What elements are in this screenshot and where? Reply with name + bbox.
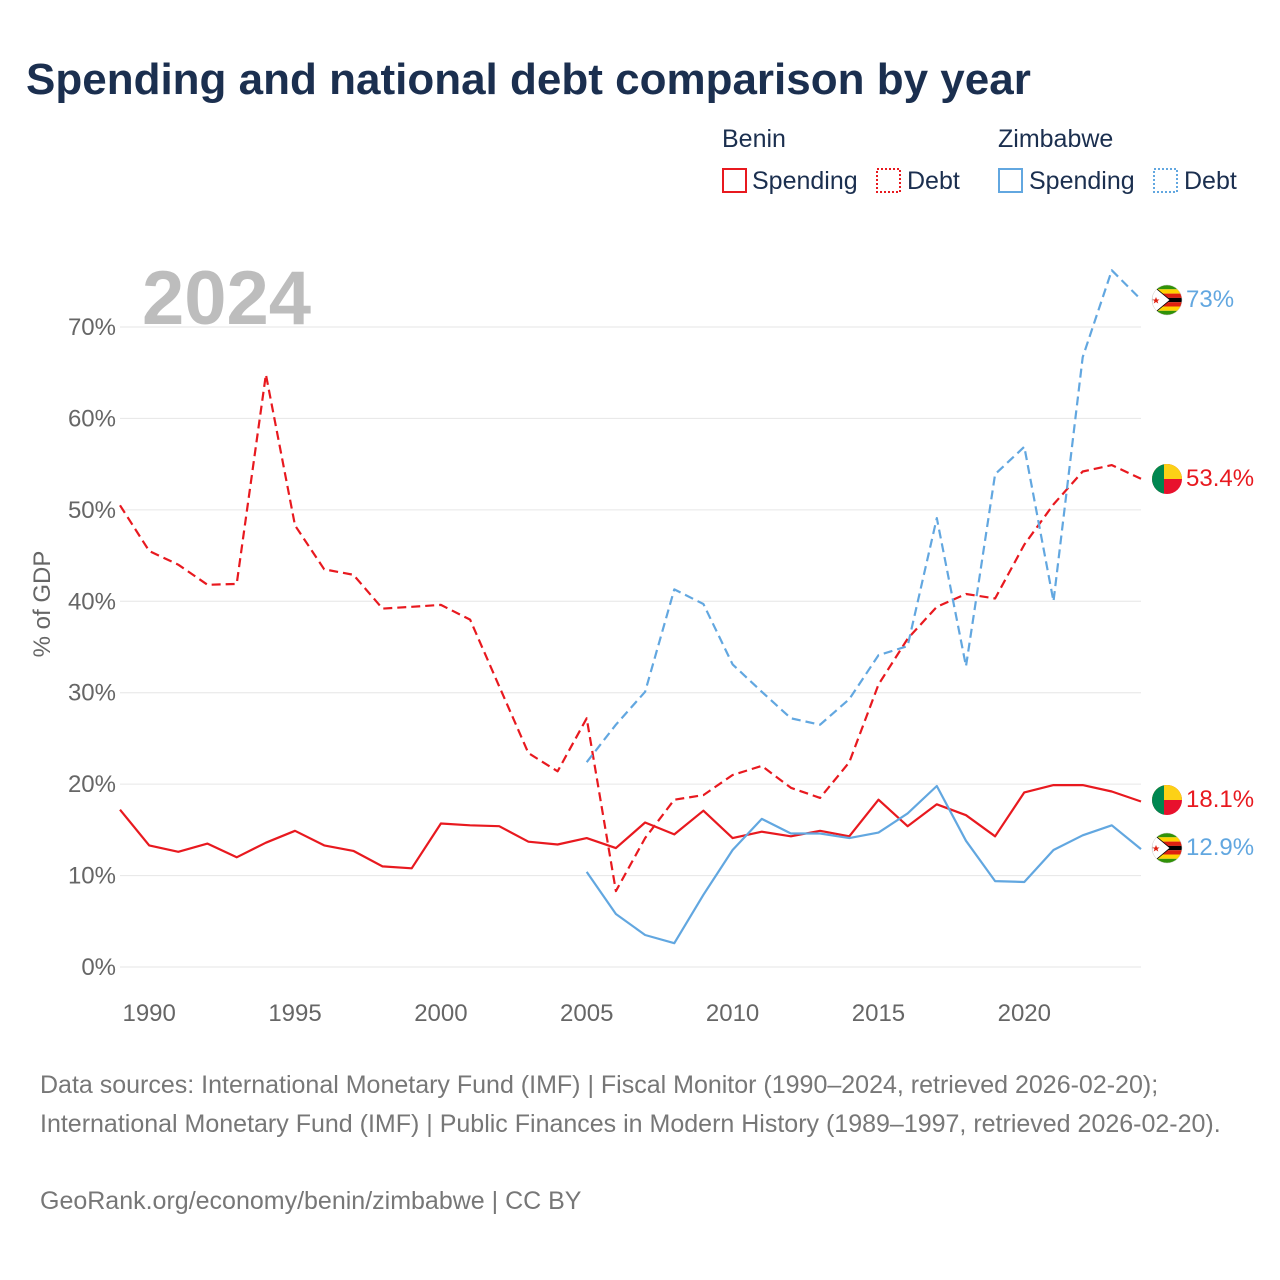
x-tick-label: 2005 — [560, 1000, 613, 1027]
y-axis-ticks: 0% 10% 20% 30% 40% 50% 60% 70% — [68, 314, 116, 981]
y-tick-label: 60% — [68, 405, 116, 432]
end-label-benin-debt: 53.4% — [1186, 465, 1254, 492]
x-tick-label: 1995 — [268, 1000, 321, 1027]
flag-zimbabwe-spending-icon — [1151, 832, 1183, 864]
x-tick-label: 1990 — [122, 1000, 175, 1027]
legend-label-zimbabwe-debt: Debt — [1184, 167, 1237, 195]
series-line-zimbabwe-debt[interactable] — [585, 269, 1142, 763]
end-label-zimbabwe-debt: 73% — [1186, 286, 1234, 313]
y-tick-label: 30% — [68, 680, 116, 707]
gridlines — [120, 326, 1141, 968]
y-tick-label: 40% — [68, 588, 116, 615]
y-tick-label: 70% — [68, 314, 116, 341]
x-tick-label: 2000 — [414, 1000, 467, 1027]
legend-label-benin-debt: Debt — [907, 167, 960, 195]
x-tick-label: 2020 — [998, 1000, 1051, 1027]
legend: Benin Zimbabwe Spending Debt Spending De… — [722, 125, 1237, 195]
legend-swatch-solid-icon — [998, 168, 1023, 193]
y-tick-label: 50% — [68, 497, 116, 524]
legend-group-benin: Benin — [722, 125, 786, 153]
y-tick-label: 10% — [68, 863, 116, 890]
legend-label-zimbabwe-spending: Spending — [1029, 167, 1135, 195]
series — [119, 269, 1142, 945]
y-tick-label: 0% — [81, 954, 116, 981]
y-tick-label: 20% — [68, 771, 116, 798]
flag-zimbabwe-debt-icon — [1151, 284, 1183, 316]
legend-benin-spending[interactable]: Spending — [722, 167, 858, 195]
legend-label-benin-spending: Spending — [752, 167, 858, 195]
legend-swatch-dotted-icon — [1153, 168, 1178, 193]
end-label-benin-spending: 18.1% — [1186, 786, 1254, 813]
chart: Spending and national debt comparison by… — [26, 55, 1254, 1027]
series-line-benin-spending[interactable] — [119, 783, 1142, 870]
flag-benin-spending-icon — [1152, 785, 1182, 815]
end-label-zimbabwe-spending: 12.9% — [1186, 834, 1254, 861]
legend-swatch-dotted-icon — [876, 168, 901, 193]
legend-group-zimbabwe: Zimbabwe — [998, 125, 1113, 153]
footer-credit[interactable]: GeoRank.org/economy/benin/zimbabwe | CC … — [40, 1187, 582, 1215]
footer-sources: Data sources: International Monetary Fun… — [40, 1071, 1221, 1138]
chart-title: Spending and national debt comparison by… — [26, 55, 1031, 104]
series-line-benin-debt[interactable] — [119, 373, 1142, 893]
x-axis-ticks: 1990 1995 2000 2005 2010 2015 2020 — [122, 1000, 1051, 1027]
x-tick-label: 2010 — [706, 1000, 759, 1027]
legend-zimbabwe-spending[interactable]: Spending — [998, 167, 1135, 195]
legend-zimbabwe-debt[interactable]: Debt — [1153, 167, 1237, 195]
flag-benin-debt-icon — [1152, 464, 1182, 494]
y-axis-label: % of GDP — [29, 551, 56, 658]
legend-swatch-solid-icon — [722, 168, 747, 193]
year-watermark: 2024 — [142, 256, 311, 341]
series-line-zimbabwe-spending[interactable] — [585, 784, 1142, 945]
x-tick-label: 2015 — [852, 1000, 905, 1027]
legend-benin-debt[interactable]: Debt — [876, 167, 960, 195]
